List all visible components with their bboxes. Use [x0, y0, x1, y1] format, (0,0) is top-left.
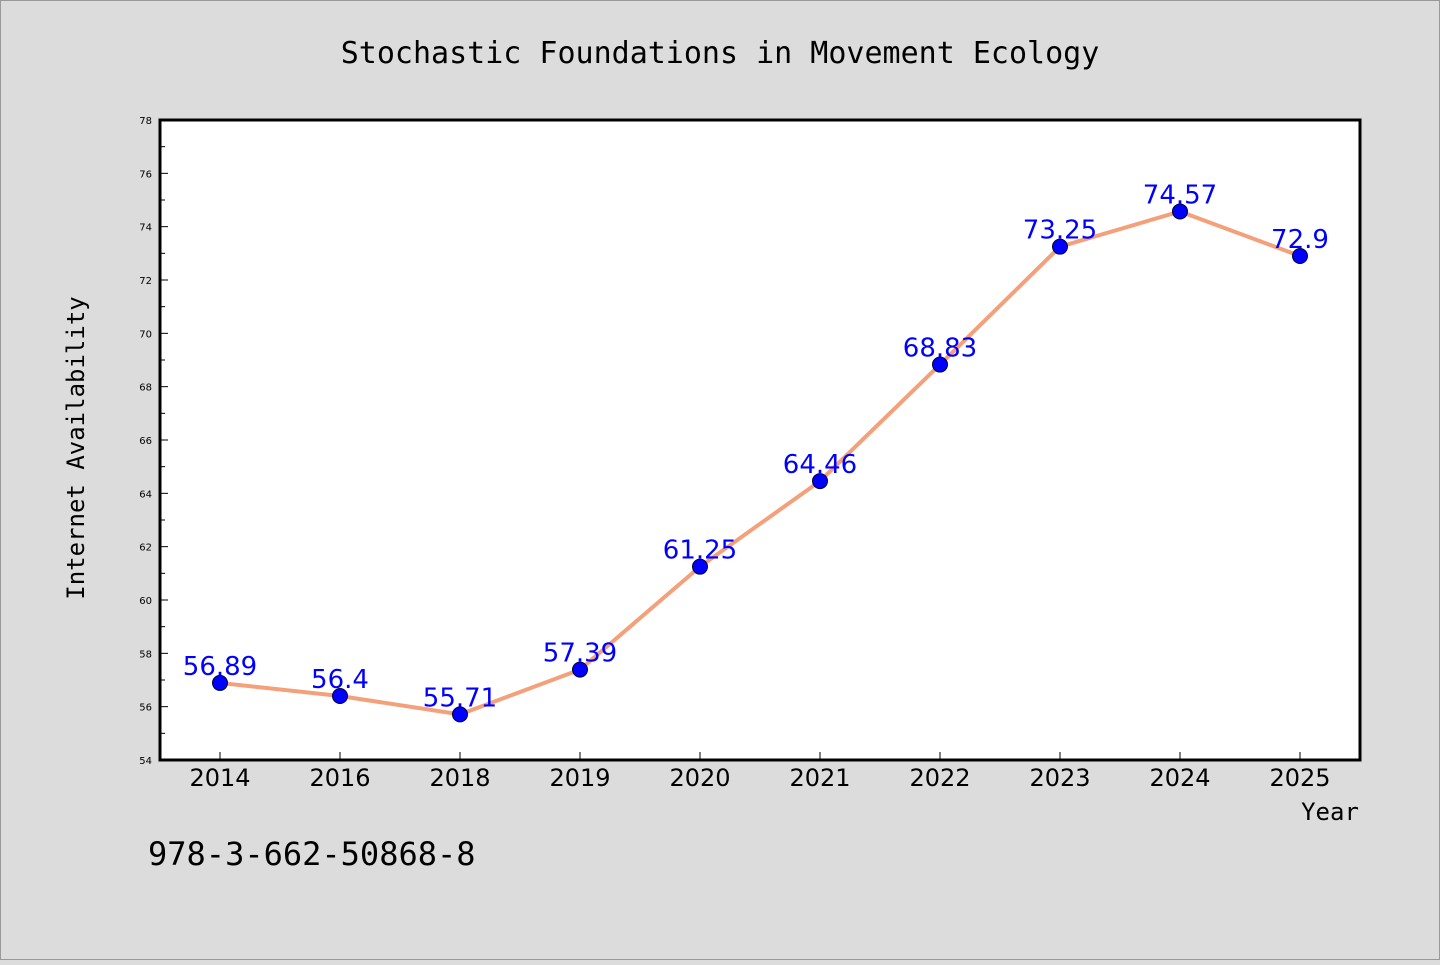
data-label: 57.39	[543, 639, 617, 669]
y-tick-label: 72	[139, 276, 152, 287]
data-label: 64.46	[783, 450, 857, 480]
data-label: 68.83	[903, 334, 977, 364]
x-tick-label: 2021	[789, 764, 850, 792]
x-tick-label: 2020	[669, 764, 730, 792]
data-point	[812, 473, 828, 490]
data-point	[692, 558, 708, 575]
x-tick-label: 2023	[1029, 764, 1090, 792]
y-tick-label: 66	[139, 436, 152, 447]
data-label: 55.71	[423, 683, 497, 713]
y-tick-label: 68	[139, 383, 152, 394]
x-tick-label: 2022	[909, 764, 970, 792]
y-tick-label: 70	[139, 329, 152, 340]
data-point	[452, 706, 468, 723]
data-label: 73.25	[1023, 216, 1097, 246]
y-axis-label: Internet Availability	[62, 296, 90, 599]
x-tick-label: 2024	[1149, 764, 1210, 792]
y-tick-label: 76	[139, 169, 152, 180]
y-tick-label: 54	[139, 756, 152, 767]
data-label: 61.25	[663, 536, 737, 566]
x-tick-label: 2018	[429, 764, 490, 792]
y-tick-label: 56	[139, 703, 152, 714]
x-tick-label: 2019	[549, 764, 610, 792]
y-tick-label: 60	[139, 596, 152, 607]
data-point	[1292, 248, 1308, 264]
series-line	[218, 209, 1302, 717]
data-label: 74.57	[1143, 180, 1217, 210]
y-tick-label: 78	[139, 116, 152, 127]
x-tick-label: 2014	[189, 764, 250, 792]
chart-title: Stochastic Foundations in Movement Ecolo…	[341, 36, 1100, 71]
data-point	[1172, 203, 1188, 220]
data-point	[572, 661, 588, 678]
data-label: 56.89	[183, 652, 257, 682]
data-point	[932, 356, 948, 373]
y-tick-label: 74	[139, 223, 152, 234]
y-tick-label: 62	[139, 543, 152, 554]
x-axis: 2014 2016 2018 2019 2020 2021 2022 2023 2024 2025	[189, 752, 1331, 792]
x-tick-label: 2016	[309, 764, 370, 792]
x-axis-label: Year	[1301, 798, 1359, 826]
data-point	[212, 674, 228, 691]
data-label: 56.4	[311, 665, 369, 695]
series-group: 56.89 56.4 55.71 57.39 61.25 64.46 68.83 73.25 7…	[183, 180, 1329, 723]
y-axis: 54 56 58 60 62 64 66 68 70 72 74 76 78	[139, 116, 168, 767]
plot-area	[158, 118, 1362, 762]
data-label: 72.9	[1271, 225, 1329, 255]
isbn-text: 978-3-662-50868-8	[148, 835, 476, 873]
data-point	[1052, 238, 1068, 255]
y-tick-label: 58	[139, 649, 152, 660]
x-tick-label: 2025	[1269, 764, 1330, 792]
data-point	[332, 688, 348, 704]
y-tick-label: 64	[139, 489, 152, 500]
